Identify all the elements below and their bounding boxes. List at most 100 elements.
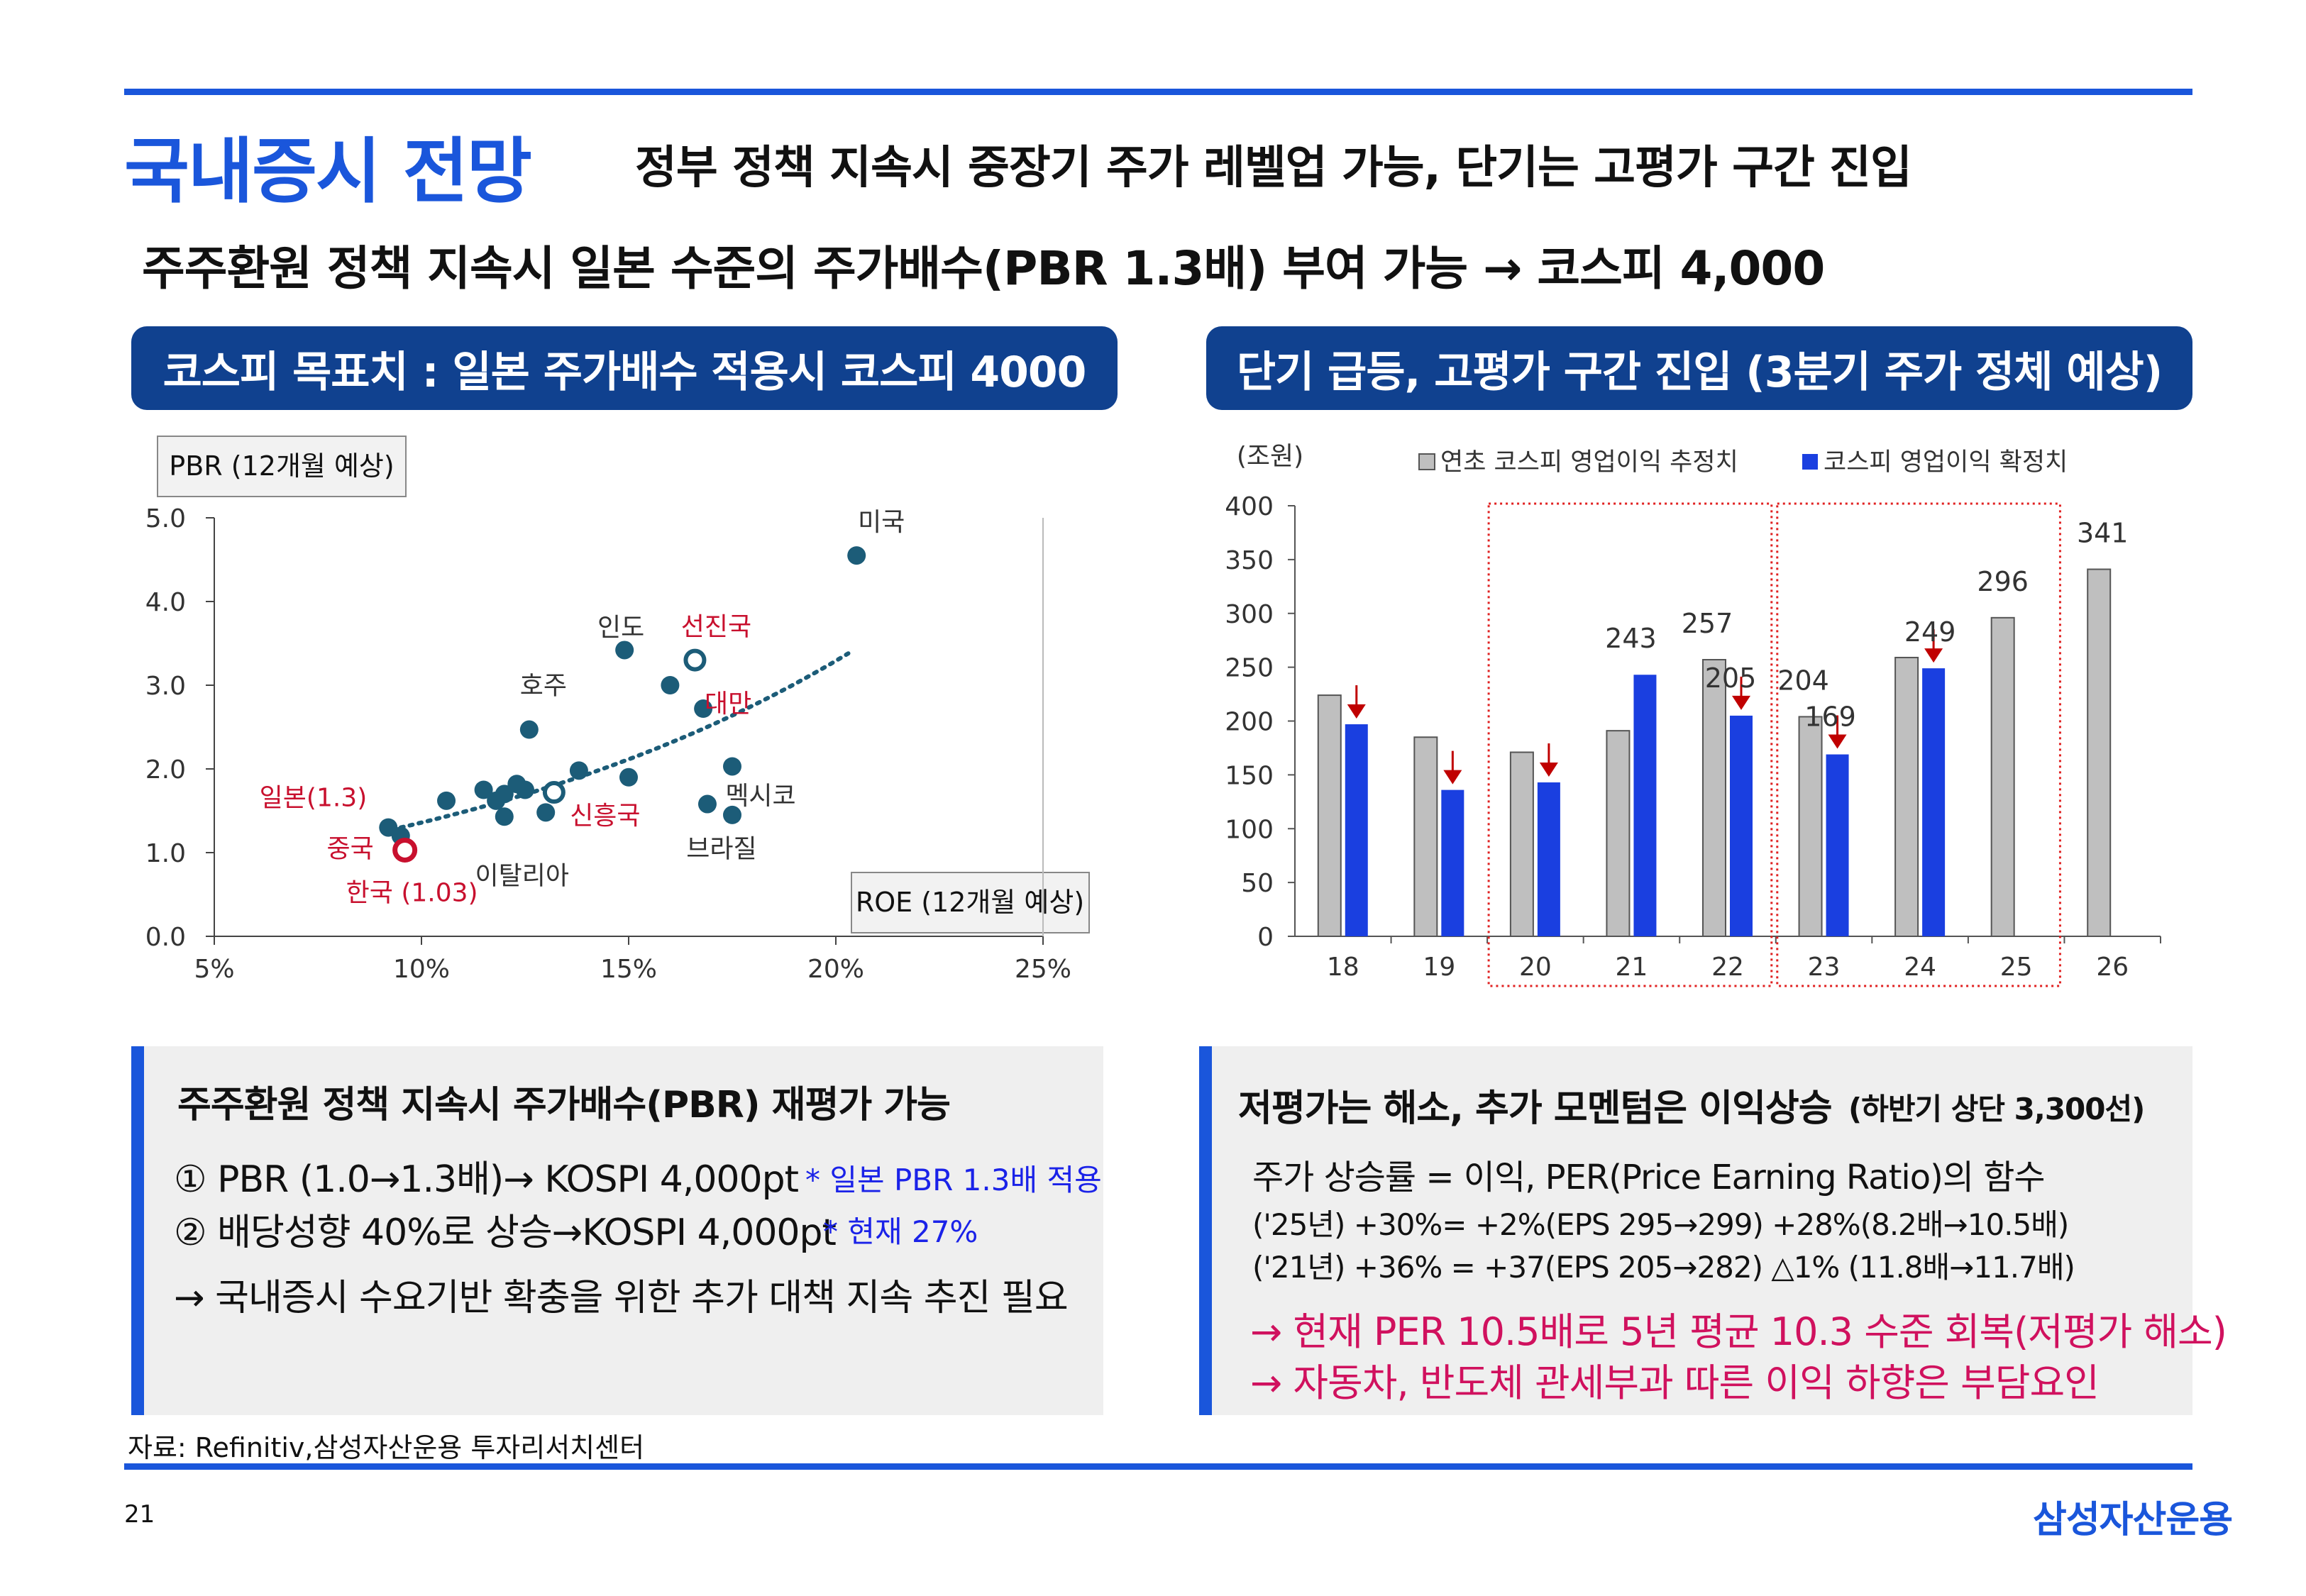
- bar-actual: [1537, 782, 1560, 936]
- brand-logo: 삼성자산운용: [2033, 1499, 2233, 1541]
- down-arrow-icon: [1828, 734, 1847, 749]
- y-tick-label: 200: [1225, 708, 1274, 737]
- pbr-line-3: → 국내증시 수요기반 확충을 위한 추가 대책 지속 추진 필요: [174, 1277, 1069, 1319]
- trendline: [398, 651, 851, 830]
- point-label: 대만: [705, 689, 751, 719]
- legend-swatch: [1802, 454, 1818, 470]
- scatter-point: [495, 807, 514, 826]
- xlabel-box: [851, 872, 1090, 933]
- y-tick-label: 400: [1225, 492, 1274, 521]
- scatter-point: [694, 699, 713, 719]
- point-label: 브라질: [686, 835, 756, 864]
- scatter-point: [615, 641, 634, 660]
- down-arrow-icon: [1539, 762, 1558, 777]
- scatter-point: [723, 805, 741, 824]
- x-tick-label: 26: [2096, 953, 2129, 982]
- y-tick-label: 3.0: [145, 672, 186, 701]
- highlight-box: [1487, 502, 1773, 987]
- momentum-panel: 저평가는 해소, 추가 모멘텀은 이익상승 (하반기 상단 3,300선) 주가…: [1199, 1046, 2227, 1415]
- y-tick-label: 2.0: [145, 755, 186, 785]
- scatter-point: [437, 791, 456, 810]
- x-tick-label: 23: [1808, 953, 1841, 982]
- bar-data-label: 243: [1605, 623, 1657, 654]
- y-tick-label: 5.0: [145, 504, 186, 533]
- bar-actual: [1345, 724, 1368, 936]
- pbr-line-1-note: * 일본 PBR 1.3배 적용: [805, 1163, 1102, 1197]
- y-tick-label: 250: [1225, 654, 1274, 683]
- korea-point: [392, 837, 418, 863]
- bar-data-label: 341: [2077, 518, 2129, 549]
- bar-estimate: [1702, 659, 1726, 937]
- pbr-line-1: ① PBR (1.0→1.3배)→ KOSPI 4,000pt: [174, 1158, 799, 1201]
- panel-accent-bar: [131, 1046, 144, 1415]
- legend-swatch: [1418, 453, 1435, 470]
- xlabel-text: ROE (12개월 예상): [856, 887, 1084, 918]
- point-label: 호주: [520, 672, 567, 701]
- pbr-line-2: ② 배당성향 40%로 상승→KOSPI 4,000pt: [174, 1212, 837, 1254]
- y-tick-label: 0: [1257, 923, 1274, 952]
- x-tick-label: 10%: [393, 955, 450, 984]
- scatter-point: [569, 761, 588, 780]
- bar-actual: [1922, 668, 1946, 936]
- legend-label: 코스피 영업이익 확정치: [1824, 448, 2068, 477]
- bar-estimate: [1509, 751, 1534, 937]
- ylabel-box: [157, 436, 407, 497]
- bar-estimate: [1894, 656, 1919, 938]
- x-tick-label: 22: [1711, 953, 1744, 982]
- point-label: 한국 (1.03): [346, 878, 478, 907]
- point-label: 이탈리아: [475, 861, 569, 890]
- bar-data-label: 205: [1705, 663, 1757, 694]
- point-label: 일본(1.3): [260, 784, 368, 813]
- source-note: 자료: Refinitiv,삼성자산운용 투자리서치센터: [128, 1432, 645, 1463]
- bar-estimate: [1606, 730, 1631, 937]
- scatter-point: [516, 780, 534, 799]
- bar-data-label: 204: [1777, 665, 1829, 696]
- scatter-point: [847, 546, 866, 565]
- pbr-line-2-note: * 현재 27%: [823, 1214, 978, 1249]
- headline: 주주환원 정책 지속시 일본 수준의 주가배수(PBR 1.3배) 부여 가능 …: [142, 241, 1825, 296]
- bar-estimate: [1317, 694, 1342, 938]
- ylabel-text: PBR (12개월 예상): [169, 450, 394, 482]
- bar-actual: [1441, 789, 1464, 936]
- x-tick-label: 24: [1904, 953, 1936, 982]
- momentum-line-3: ('21년) +36% = +37(EPS 205→282) △1% (11.8…: [1252, 1250, 2075, 1285]
- momentum-line-2: ('25년) +30%= +2%(EPS 295→299) +28%(8.2배→…: [1252, 1207, 2069, 1242]
- down-arrow-icon: [1732, 695, 1750, 710]
- x-tick-label: 21: [1616, 953, 1648, 982]
- bar-estimate: [1798, 716, 1823, 937]
- scatter-point: [495, 785, 514, 804]
- y-tick-label: 100: [1225, 815, 1274, 844]
- x-tick-label: 20: [1519, 953, 1552, 982]
- scatter-point: [697, 794, 717, 814]
- scatter-point: [723, 757, 741, 776]
- panel-accent-bar: [1199, 1046, 1212, 1415]
- bottom-rule: [124, 1463, 2192, 1470]
- unit-label: (조원): [1237, 442, 1303, 471]
- bar-estimate: [1413, 736, 1438, 937]
- page-title: 국내증시 전망: [124, 130, 532, 213]
- scatter-point: [536, 803, 556, 822]
- bar-actual: [1633, 675, 1657, 936]
- point-label: 멕시코: [725, 782, 795, 811]
- highlight-box: [1776, 502, 2061, 987]
- down-arrow-icon: [1347, 704, 1366, 719]
- y-tick-label: 300: [1225, 600, 1274, 629]
- point-label: 중국: [327, 834, 374, 863]
- x-tick-label: 18: [1327, 953, 1359, 982]
- scatter-point: [661, 676, 680, 694]
- y-tick-label: 4.0: [145, 588, 186, 617]
- y-tick-label: 350: [1225, 546, 1274, 575]
- bar-data-label: 169: [1804, 702, 1856, 733]
- momentum-line-1: 주가 상승률 = 이익, PER(Price Earning Ratio)의 함…: [1252, 1158, 2046, 1197]
- bar-actual: [1730, 715, 1753, 936]
- pbr-panel: 주주환원 정책 지속시 주가배수(PBR) 재평가 가능 ① PBR (1.0→…: [131, 1046, 1103, 1415]
- bar-estimate: [2087, 568, 2112, 937]
- bar-data-label: 257: [1682, 608, 1733, 639]
- bar-estimate: [1990, 616, 2015, 937]
- bar-actual: [1826, 754, 1849, 936]
- down-arrow-icon: [1924, 648, 1943, 663]
- x-tick-label: 15%: [600, 955, 657, 984]
- y-tick-label: 150: [1225, 761, 1274, 790]
